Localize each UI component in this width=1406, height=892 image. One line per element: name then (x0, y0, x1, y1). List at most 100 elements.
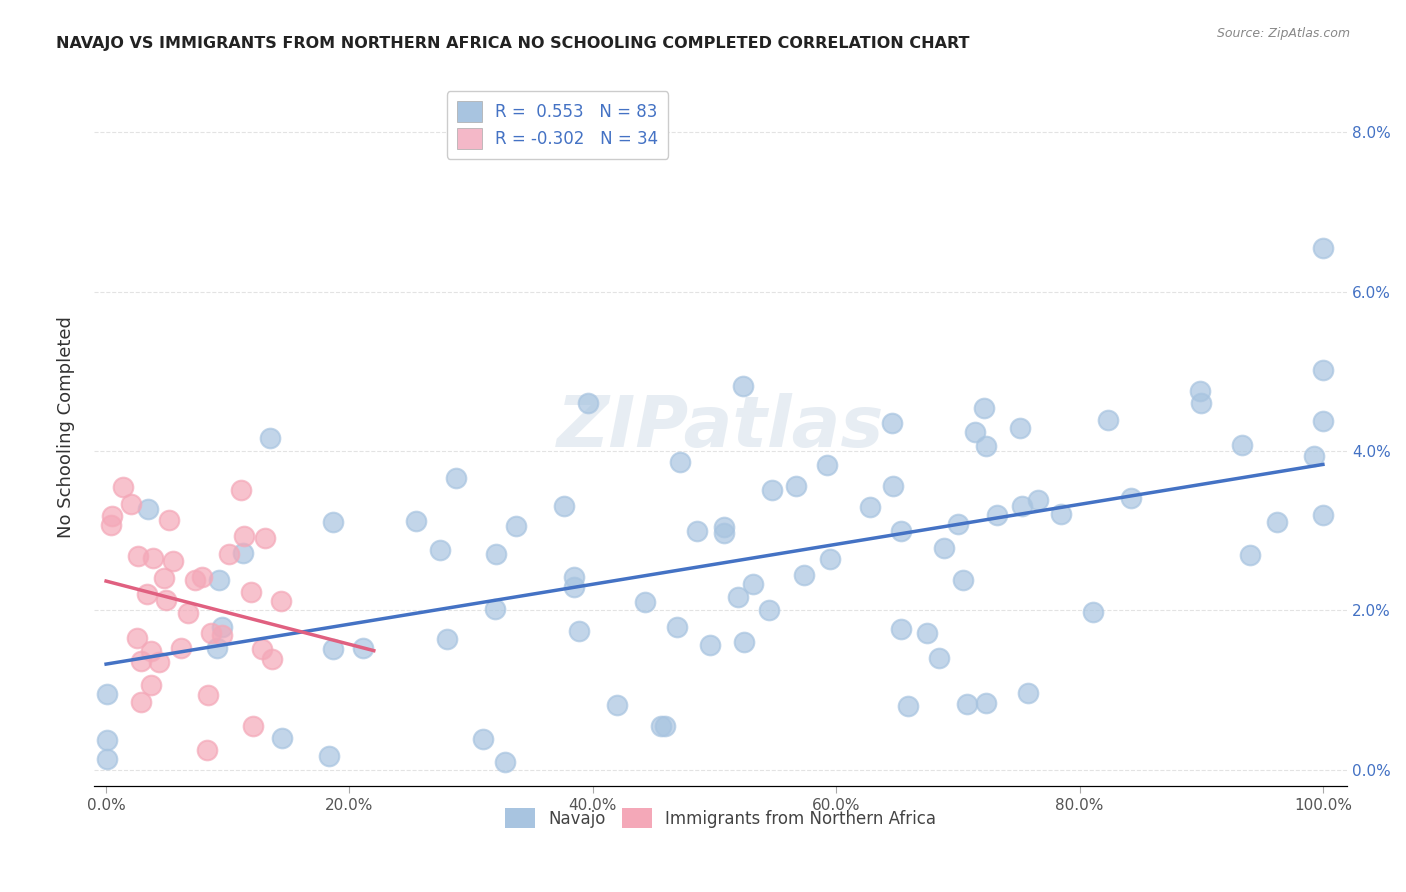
Point (974, 697, 997, 711)
Point (1312, 363, 1334, 377)
Point (436, 632, 458, 646)
Point (665, 619, 688, 633)
Point (101, 509, 124, 524)
Point (131, 694, 153, 708)
Point (986, 508, 1008, 523)
Point (928, 651, 950, 665)
Point (429, 543, 451, 558)
Point (1026, 492, 1049, 507)
Point (882, 479, 904, 493)
Point (472, 732, 495, 747)
Point (129, 654, 152, 668)
Point (562, 580, 585, 594)
Point (136, 501, 159, 516)
Point (322, 641, 344, 656)
Point (1191, 396, 1213, 410)
Point (211, 628, 233, 642)
Point (669, 455, 692, 469)
Point (127, 549, 149, 564)
Point (141, 644, 163, 658)
Point (505, 519, 527, 533)
Point (562, 570, 585, 584)
Point (229, 483, 252, 497)
Point (793, 568, 815, 582)
Point (218, 548, 240, 562)
Point (155, 593, 177, 607)
Point (111, 480, 134, 494)
Point (484, 602, 506, 616)
Point (170, 640, 193, 655)
Point (1097, 412, 1119, 426)
Point (897, 699, 920, 714)
Point (250, 642, 273, 657)
Point (100, 518, 122, 533)
Point (197, 689, 219, 703)
Point (205, 641, 228, 656)
Point (606, 698, 628, 713)
Y-axis label: No Schooling Completed: No Schooling Completed (58, 317, 75, 538)
Point (176, 606, 198, 620)
Point (139, 678, 162, 692)
Point (232, 546, 254, 560)
Point (1119, 491, 1142, 506)
Point (946, 516, 969, 531)
Text: Source: ZipAtlas.com: Source: ZipAtlas.com (1216, 27, 1350, 40)
Point (153, 571, 176, 585)
Point (242, 719, 264, 733)
Point (818, 552, 841, 566)
Point (318, 748, 340, 763)
Point (208, 573, 231, 587)
Point (125, 631, 148, 645)
Point (727, 590, 749, 604)
Point (96, 733, 118, 747)
Point (444, 471, 467, 485)
Point (1050, 507, 1073, 521)
Point (1011, 500, 1033, 514)
Point (136, 587, 159, 601)
Point (270, 594, 292, 608)
Point (956, 697, 979, 711)
Point (553, 500, 575, 514)
Point (633, 595, 655, 609)
Point (1017, 685, 1039, 699)
Point (485, 547, 508, 561)
Point (183, 573, 205, 587)
Text: NAVAJO VS IMMIGRANTS FROM NORTHERN AFRICA NO SCHOOLING COMPLETED CORRELATION CHA: NAVAJO VS IMMIGRANTS FROM NORTHERN AFRIC… (56, 36, 970, 51)
Point (233, 528, 256, 542)
Point (731, 379, 754, 393)
Point (963, 425, 986, 439)
Point (1265, 515, 1288, 529)
Point (96, 752, 118, 766)
Point (1312, 508, 1334, 522)
Point (785, 479, 807, 493)
Point (1312, 414, 1334, 428)
Point (685, 524, 707, 538)
Point (568, 624, 591, 638)
Point (742, 577, 765, 591)
Point (733, 635, 755, 649)
Point (240, 585, 263, 599)
Point (259, 431, 281, 445)
Point (713, 520, 735, 534)
Point (890, 622, 912, 636)
Point (494, 755, 516, 769)
Point (1188, 384, 1211, 398)
Point (211, 619, 233, 633)
Point (932, 541, 955, 555)
Point (1303, 449, 1326, 463)
Point (120, 497, 142, 511)
Point (271, 731, 294, 745)
Point (713, 526, 735, 541)
Point (260, 652, 283, 666)
Point (974, 439, 997, 453)
Point (190, 570, 212, 584)
Point (758, 602, 780, 616)
Point (699, 638, 721, 652)
Point (1239, 548, 1261, 562)
Point (1312, 241, 1334, 255)
Point (162, 554, 184, 568)
Point (576, 395, 599, 409)
Point (148, 655, 170, 669)
Text: ZIPatlas: ZIPatlas (557, 392, 884, 462)
Point (1232, 438, 1254, 452)
